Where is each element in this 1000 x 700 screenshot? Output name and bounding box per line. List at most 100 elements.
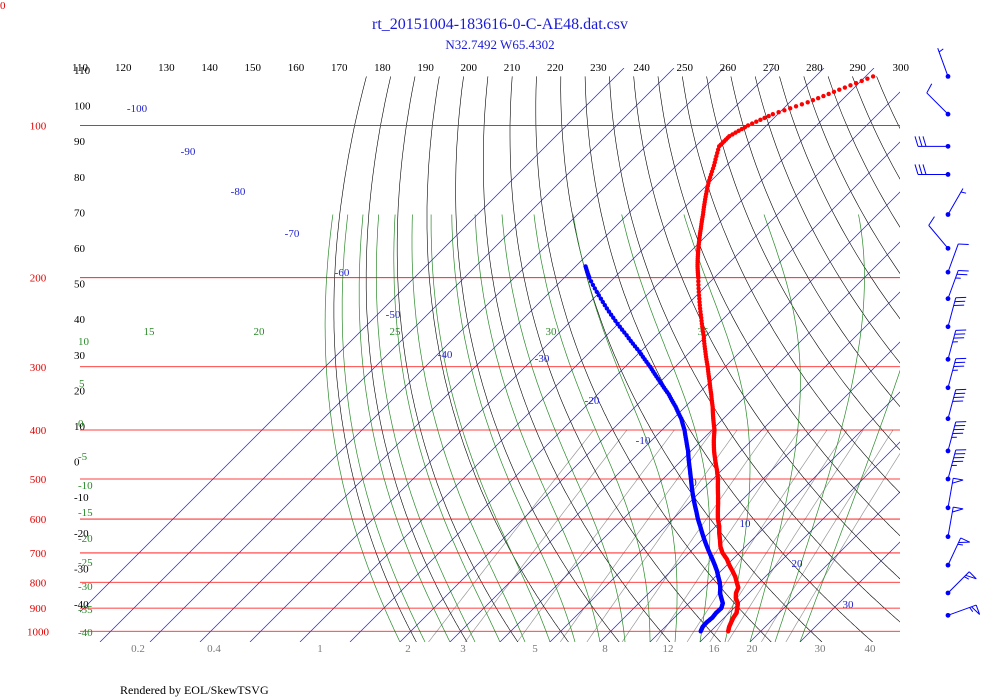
dry-adiabat-line [365, 76, 468, 642]
dry-adiabat-line [950, 76, 1000, 642]
theta-tick-label: 200 [461, 62, 478, 74]
theta-tick-label: 190 [417, 62, 434, 74]
moist-adiabat-line [430, 214, 551, 642]
theta-tick-label: 230 [590, 62, 607, 74]
isotherm-line [799, 541, 900, 642]
wind-barb-flag [956, 273, 968, 276]
moist-adiabat-line [533, 214, 651, 642]
pressure-tick-label: 400 [30, 425, 47, 437]
moist-adiabat-label: -10 [78, 480, 93, 492]
isotherm-label: -60 [335, 267, 350, 279]
wind-barb-staff [947, 604, 977, 616]
wind-barb-flag [958, 269, 969, 272]
isotherm-label: 30 [843, 599, 855, 611]
theta-tick-label: 250 [677, 62, 694, 74]
mixing-ratio-label: 5 [532, 643, 538, 655]
temperature-point [815, 95, 821, 101]
wind-barb-half-flag [957, 543, 963, 546]
wind-barb-staff [947, 297, 957, 327]
wind-barb-staff [947, 358, 957, 388]
temperature-point [870, 74, 876, 79]
temperature-point [865, 76, 870, 81]
dewpoint-point [602, 302, 608, 308]
isotherm-line [549, 291, 900, 642]
temperature-point [762, 115, 767, 121]
dry-adiabat-label: 10 [74, 421, 86, 433]
moist-adiabat-line [341, 214, 426, 642]
isotherm-line [349, 91, 900, 642]
wind-barb-staff [937, 48, 949, 77]
moist-adiabat-label: 15 [144, 326, 156, 338]
wind-barb [928, 216, 951, 251]
wind-barb [945, 188, 967, 217]
moist-adiabat-label: -20 [78, 533, 93, 545]
theta-tick-label: 260 [720, 62, 737, 74]
isotherm-line [149, 68, 725, 642]
wind-barb-pennant [965, 571, 977, 580]
dry-adiabat-line [730, 76, 900, 408]
wind-barb-layer [914, 48, 981, 618]
temperature-point [837, 87, 842, 92]
wind-barb [945, 604, 981, 618]
wind-barb [945, 477, 964, 511]
temperature-point [696, 282, 701, 288]
wind-barb-flag [926, 83, 933, 94]
temperature-point [788, 106, 793, 111]
pressure-tick-label: 500 [30, 474, 47, 486]
temperature-point [749, 121, 755, 126]
theta-tick-label: 180 [374, 62, 391, 74]
theta-tick-label: 290 [849, 62, 866, 74]
wind-barb-staff [947, 270, 959, 299]
dewpoint-point [594, 289, 599, 295]
moist-adiabat-label: 10 [78, 336, 90, 348]
temperature-point [745, 123, 751, 128]
isotherm-label: -100 [127, 103, 148, 115]
mixing-ratio-line [428, 429, 594, 642]
wind-barb [926, 83, 951, 117]
wind-barb [945, 537, 970, 568]
isotherm-line [199, 68, 775, 642]
temperature-point [848, 83, 853, 88]
moist-adiabat-line [411, 214, 526, 642]
moist-adiabat-label: 25 [390, 326, 402, 338]
temperature-point [696, 289, 701, 295]
dewpoint-point [596, 293, 601, 298]
temperature-point [793, 104, 799, 109]
dry-adiabat-line [396, 76, 519, 642]
dry-adiabat-line [584, 76, 873, 642]
wind-barb-staff [947, 449, 957, 480]
wind-barb [914, 136, 951, 149]
mixing-ratio-line [621, 429, 770, 642]
isotherm-label: -30 [535, 353, 550, 365]
moist-adiabat-label: 30 [546, 326, 558, 338]
moist-adiabat-label: -5 [78, 451, 88, 463]
wind-barb [945, 329, 967, 362]
wind-barb [945, 243, 969, 275]
pressure-tick-label: 900 [30, 603, 47, 615]
wind-barb-half-flag [938, 48, 944, 53]
pressure-tick-label: 800 [30, 577, 47, 589]
mixing-ratio-line [785, 452, 900, 642]
mixing-ratio-label: 20 [747, 643, 759, 655]
temperature-point [697, 302, 703, 308]
moist-adiabat-label: -35 [78, 604, 93, 616]
wind-barb-staff [947, 389, 957, 419]
temperature-point [810, 98, 816, 103]
wind-barb-half-flag [969, 607, 974, 612]
dry-adiabat-line [706, 76, 900, 451]
theta-tick-label: 110 [72, 62, 89, 74]
mixing-ratio-label: 8 [602, 643, 608, 655]
mixing-ratio-line [586, 429, 738, 642]
pressure-tick-label: 100 [30, 120, 47, 132]
dewpoint-point [600, 299, 606, 305]
isotherm-line [249, 68, 825, 642]
temperature-point [831, 89, 837, 95]
dry-adiabat-line [509, 76, 721, 642]
wind-barb [945, 571, 977, 596]
dry-adiabat-label: 110 [74, 65, 91, 77]
pressure-tick-label: 600 [30, 514, 47, 526]
wind-barb-flag [914, 164, 919, 175]
dry-adiabat-line [333, 76, 417, 642]
